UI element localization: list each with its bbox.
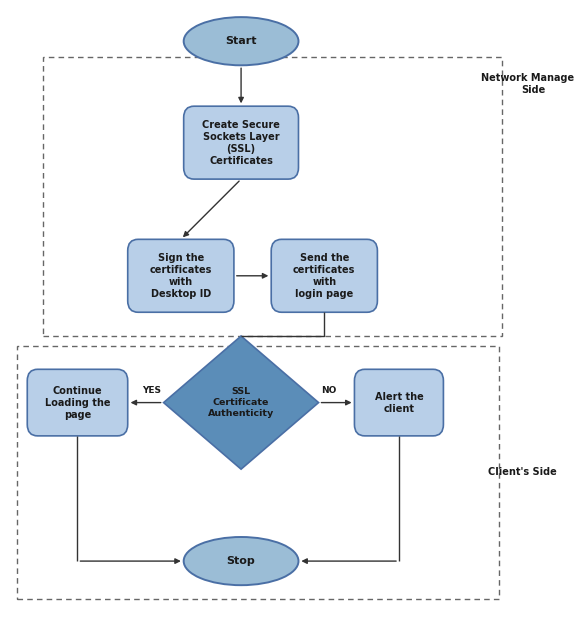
Polygon shape — [164, 336, 319, 469]
Text: Continue
Loading the
page: Continue Loading the page — [45, 385, 110, 420]
Text: Send the
certificates
with
login page: Send the certificates with login page — [293, 253, 355, 299]
Text: Create Secure
Sockets Layer
(SSL)
Certificates: Create Secure Sockets Layer (SSL) Certif… — [202, 120, 280, 165]
Text: Start: Start — [226, 36, 257, 46]
Text: Network Manager's
Side: Network Manager's Side — [480, 73, 574, 94]
Ellipse shape — [184, 537, 298, 585]
FancyBboxPatch shape — [127, 240, 234, 313]
FancyBboxPatch shape — [271, 240, 378, 313]
Text: Client's Side: Client's Side — [488, 467, 557, 477]
Ellipse shape — [184, 17, 298, 65]
FancyBboxPatch shape — [184, 106, 298, 179]
Bar — [17, 346, 499, 599]
FancyBboxPatch shape — [354, 369, 443, 436]
Text: SSL
Certificate
Authenticity: SSL Certificate Authenticity — [208, 387, 274, 418]
Text: Alert the
client: Alert the client — [375, 392, 423, 413]
FancyBboxPatch shape — [28, 369, 127, 436]
Text: Sign the
certificates
with
Desktop ID: Sign the certificates with Desktop ID — [150, 253, 212, 299]
Bar — [43, 57, 502, 336]
Text: YES: YES — [142, 386, 161, 395]
Text: Stop: Stop — [227, 556, 255, 566]
Text: NO: NO — [321, 386, 337, 395]
